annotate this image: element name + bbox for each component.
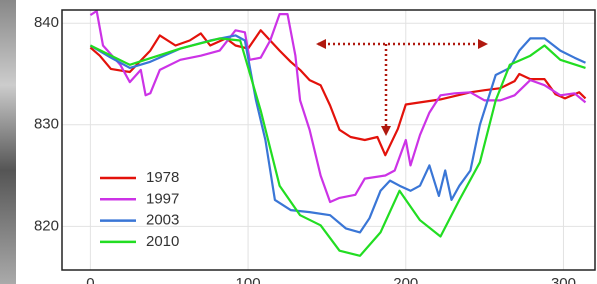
x-tick-label: 0 (86, 275, 94, 284)
photo-strip (0, 0, 16, 284)
legend-label: 1997 (146, 190, 179, 207)
x-tick-label: 100 (236, 275, 261, 284)
x-tick-label: 300 (551, 275, 576, 284)
x-tick-label: 200 (393, 275, 418, 284)
chart: 1978 1997 2003 2010 820 830 840 0 100 200 300 (0, 0, 597, 284)
y-tick-label: 820 (34, 217, 59, 234)
plot-background (62, 10, 595, 270)
y-tick-label: 840 (34, 14, 59, 31)
legend-label: 2003 (146, 212, 179, 229)
page: {"chart_data": { "type": "line", "xlim":… (0, 0, 597, 284)
y-tick-label: 830 (34, 116, 59, 133)
legend-label: 2010 (146, 233, 179, 250)
legend-label: 1978 (146, 169, 179, 186)
